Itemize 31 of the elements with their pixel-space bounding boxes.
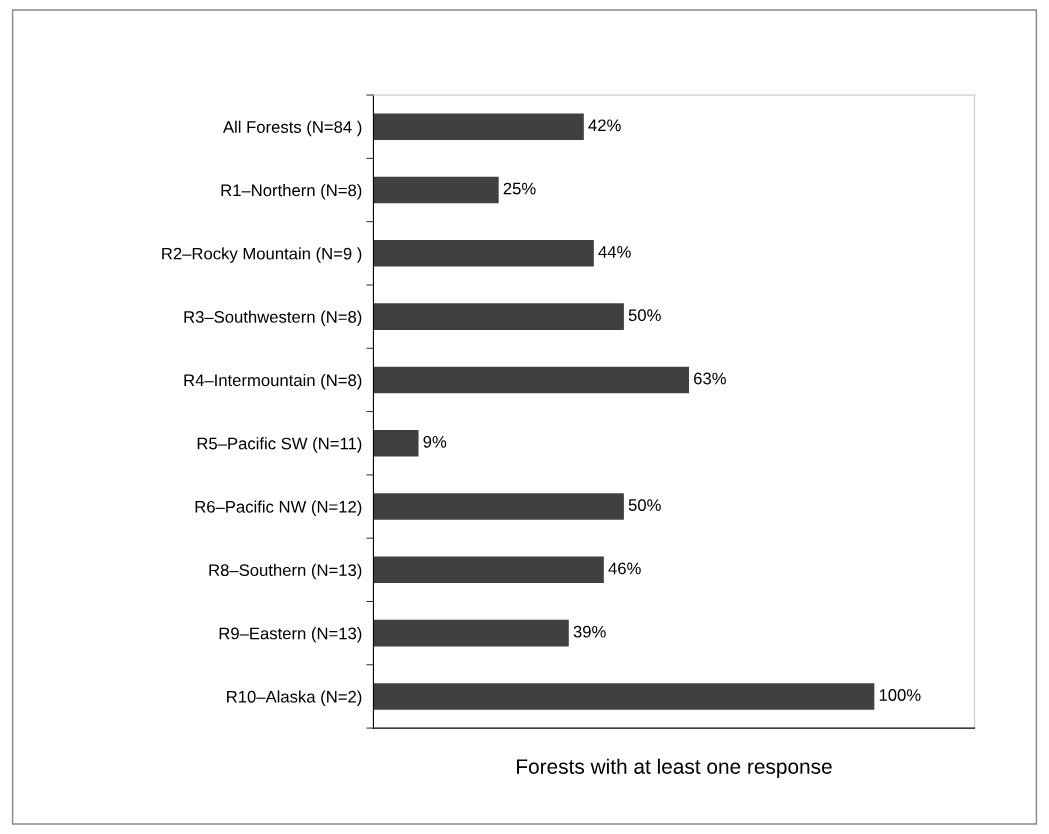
- data-label: 63%: [694, 372, 726, 385]
- bar: [373, 113, 584, 141]
- y-tick-label: R6–Pacific NW (N=12): [195, 500, 362, 517]
- data-label: 100%: [879, 689, 921, 701]
- y-tick-label: R9–Eastern (N=13): [219, 627, 362, 643]
- y-tick-label: R1–Northern (N=8): [221, 183, 362, 200]
- data-label: 25%: [503, 182, 536, 195]
- bar: [373, 366, 690, 394]
- bar: [373, 240, 594, 267]
- data-label: 50%: [628, 309, 661, 322]
- data-label: 9%: [423, 435, 447, 448]
- data-label: 44%: [598, 246, 631, 258]
- data-label: 46%: [608, 562, 641, 575]
- data-label: 50%: [628, 499, 661, 511]
- y-tick-label: R4–Intermountain (N=8): [184, 373, 362, 390]
- y-tick-label: R2–Rocky Mountain (N=9 ): [162, 247, 362, 263]
- y-tick-label: R5–Pacific SW (N=11): [197, 437, 362, 453]
- bar: [373, 176, 499, 204]
- y-tick-label: R3–Southwestern (N=8): [184, 310, 362, 327]
- bar: [373, 493, 624, 520]
- data-label: 39%: [573, 625, 606, 638]
- y-tick-label: R8–Southern (N=13): [209, 563, 362, 580]
- y-tick-label: R10–Alaska (N=2): [227, 690, 362, 706]
- bar: [373, 303, 624, 330]
- bar: [373, 683, 875, 710]
- bar: [373, 429, 419, 457]
- data-label: 42%: [588, 119, 621, 132]
- bar: [373, 556, 604, 584]
- x-axis-title: Forests with at least one response: [517, 758, 832, 779]
- y-tick-label: All Forests (N=84 ): [222, 120, 362, 137]
- bar: [373, 619, 569, 647]
